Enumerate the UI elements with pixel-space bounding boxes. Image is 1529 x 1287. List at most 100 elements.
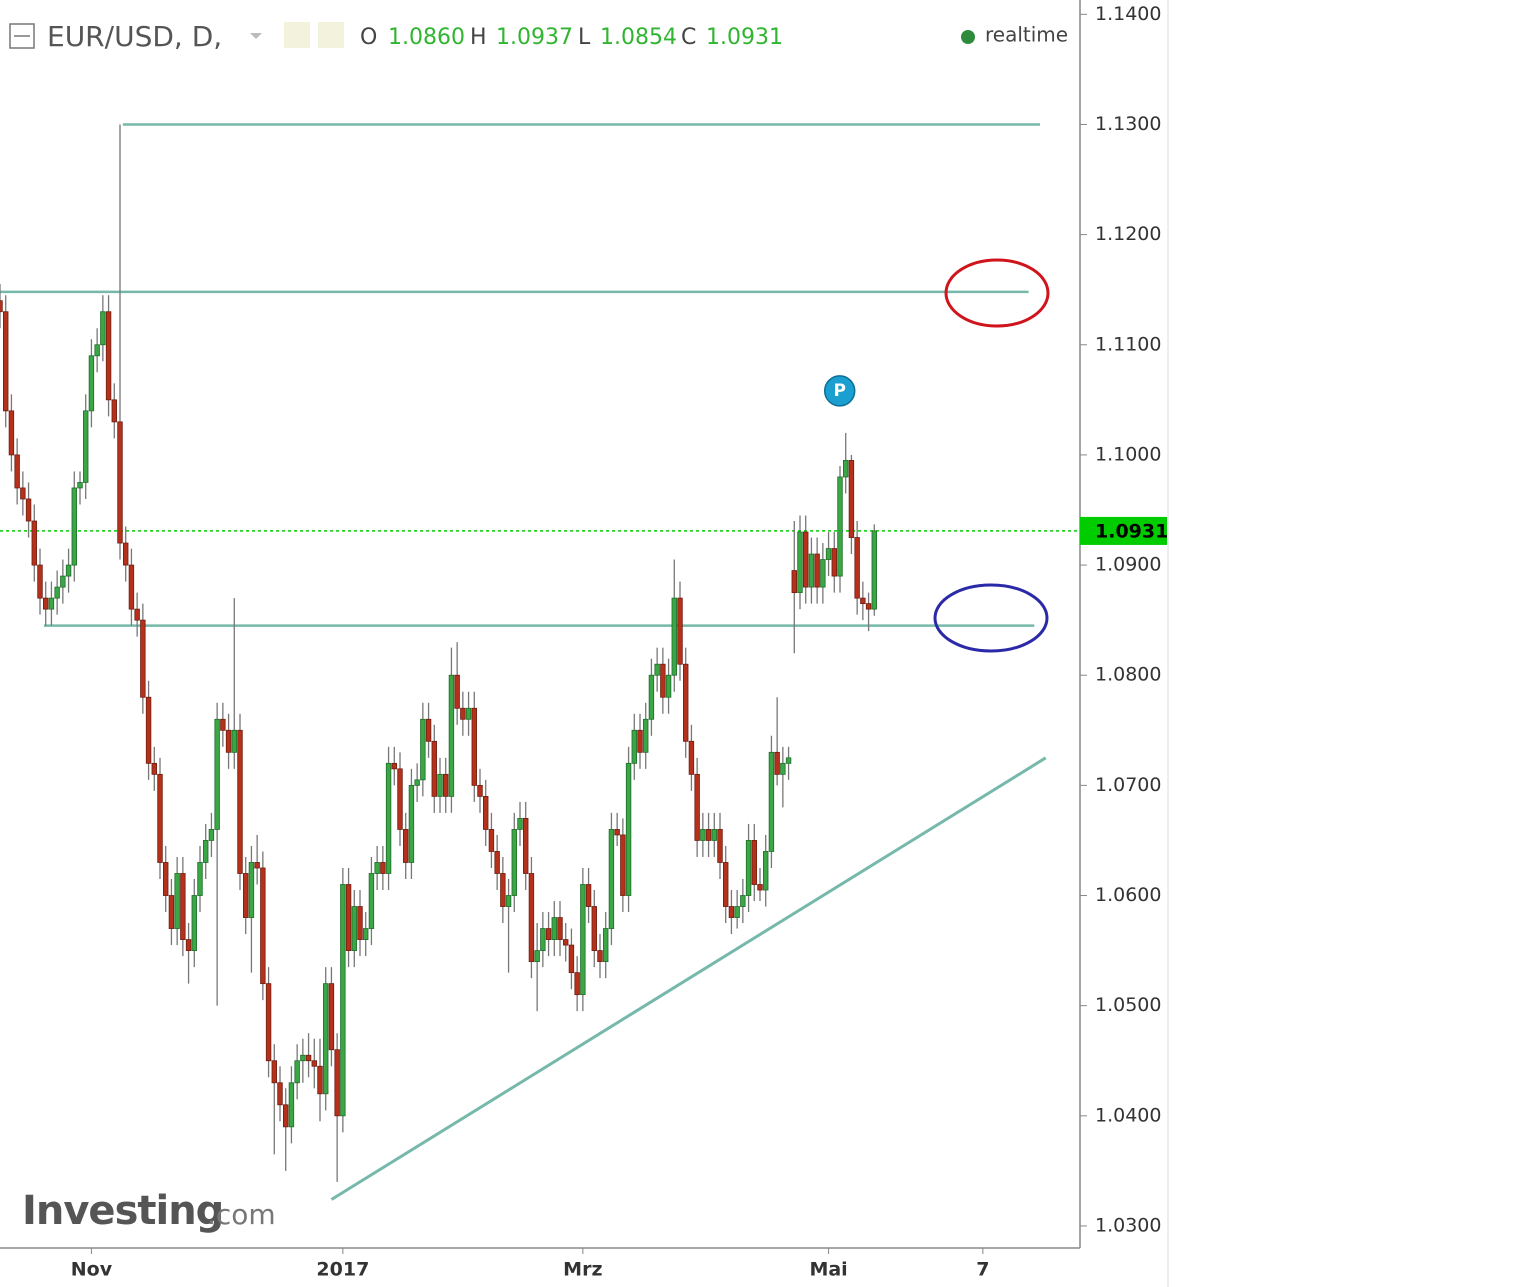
candle-body — [323, 983, 329, 1095]
candle-body — [814, 553, 820, 588]
icon-2[interactable] — [318, 22, 344, 48]
candle-body — [545, 928, 552, 940]
candle-body — [14, 454, 20, 489]
candle-body — [134, 608, 140, 621]
candle-body — [683, 663, 689, 742]
candle-body — [745, 840, 752, 896]
candle-body — [305, 1054, 312, 1062]
icon-1[interactable] — [284, 22, 310, 48]
candle-body — [208, 829, 215, 841]
y-tick-label: 1.0900 — [1095, 554, 1161, 576]
candle-body — [865, 603, 872, 610]
candle-body — [231, 729, 237, 753]
x-tick-label: 2017 — [316, 1259, 369, 1281]
candle-body — [540, 928, 546, 951]
candle-body — [723, 862, 729, 907]
candle-body — [77, 482, 83, 489]
candle-body — [357, 906, 363, 940]
candle-body — [568, 944, 575, 974]
candle-body — [391, 762, 397, 770]
candle-body — [843, 460, 849, 478]
candle-body — [71, 487, 77, 566]
candle-body — [848, 460, 855, 538]
candle-body — [825, 548, 832, 560]
candle-body — [328, 983, 335, 1051]
candle-body — [837, 476, 843, 577]
y-tick-label: 1.0600 — [1095, 884, 1161, 906]
candle-body — [728, 906, 735, 918]
candle-body — [185, 939, 192, 951]
candle-body — [151, 762, 157, 775]
realtime-dot — [961, 30, 975, 44]
candle-body — [294, 1060, 300, 1084]
candle-body — [300, 1054, 306, 1062]
last-price-box — [1080, 516, 1167, 545]
logo-suffix: .com — [207, 1198, 276, 1231]
candle-body — [368, 873, 375, 929]
candle-body — [31, 520, 37, 566]
candle-body — [734, 906, 740, 918]
candle-body — [785, 757, 792, 764]
candle-body — [94, 344, 100, 357]
candle-body — [517, 818, 523, 830]
candle-body — [460, 707, 466, 720]
candle-body — [414, 779, 420, 786]
candle-body — [283, 1104, 289, 1128]
candle-body — [397, 768, 403, 830]
candle-body — [648, 674, 655, 720]
candle-body — [317, 1065, 323, 1095]
candle-body — [557, 917, 563, 940]
candle-body — [140, 619, 146, 698]
candle-body — [871, 530, 877, 610]
candle-body — [60, 575, 66, 588]
y-tick-label: 1.0400 — [1095, 1104, 1161, 1126]
candle-body — [854, 537, 860, 599]
candle-body — [363, 928, 369, 940]
candle-body — [408, 784, 415, 863]
marker-label: P — [833, 381, 845, 401]
candle-body — [768, 751, 775, 852]
candle-body — [797, 531, 803, 594]
red-ellipse — [944, 258, 1050, 328]
candle-body — [265, 983, 272, 1062]
logo: Investing — [22, 1188, 223, 1234]
candle-body — [563, 939, 569, 946]
candle-body — [163, 862, 169, 896]
candle-body — [111, 399, 117, 423]
candle-body — [277, 1082, 283, 1106]
candle-body — [260, 867, 266, 985]
candle-body — [751, 840, 757, 885]
candle-body — [740, 895, 746, 907]
candle-body — [385, 762, 392, 874]
candle-body — [311, 1060, 317, 1067]
candle-body — [700, 829, 706, 841]
candle-body — [477, 784, 483, 797]
blue-ellipse — [933, 583, 1049, 653]
candle-body — [248, 862, 255, 918]
candle-body — [20, 487, 26, 500]
last-price-label: 1.0931 — [1095, 520, 1168, 542]
candle-body — [117, 421, 123, 544]
candle-body — [574, 972, 580, 996]
candle-body — [631, 729, 637, 764]
candle-body — [83, 410, 89, 483]
y-tick-label: 1.0300 — [1095, 1214, 1161, 1236]
candle-body — [591, 906, 597, 951]
candle-body — [791, 570, 797, 594]
ohlc-value: 1.0937 — [496, 25, 573, 50]
candle-body — [677, 597, 683, 665]
dropdown-arrow[interactable] — [250, 33, 262, 39]
y-tick-label: 1.1400 — [1095, 3, 1161, 25]
candle-body — [425, 718, 432, 742]
candle-body — [625, 762, 632, 896]
candle-body — [711, 829, 717, 841]
ohlc-letter: C — [681, 25, 696, 50]
ohlc-value: 1.0931 — [706, 25, 783, 50]
candle-body — [374, 862, 380, 874]
candle-body — [220, 718, 226, 731]
candle-body — [203, 840, 209, 863]
candle-body — [180, 873, 186, 940]
candle-body — [340, 884, 346, 1117]
